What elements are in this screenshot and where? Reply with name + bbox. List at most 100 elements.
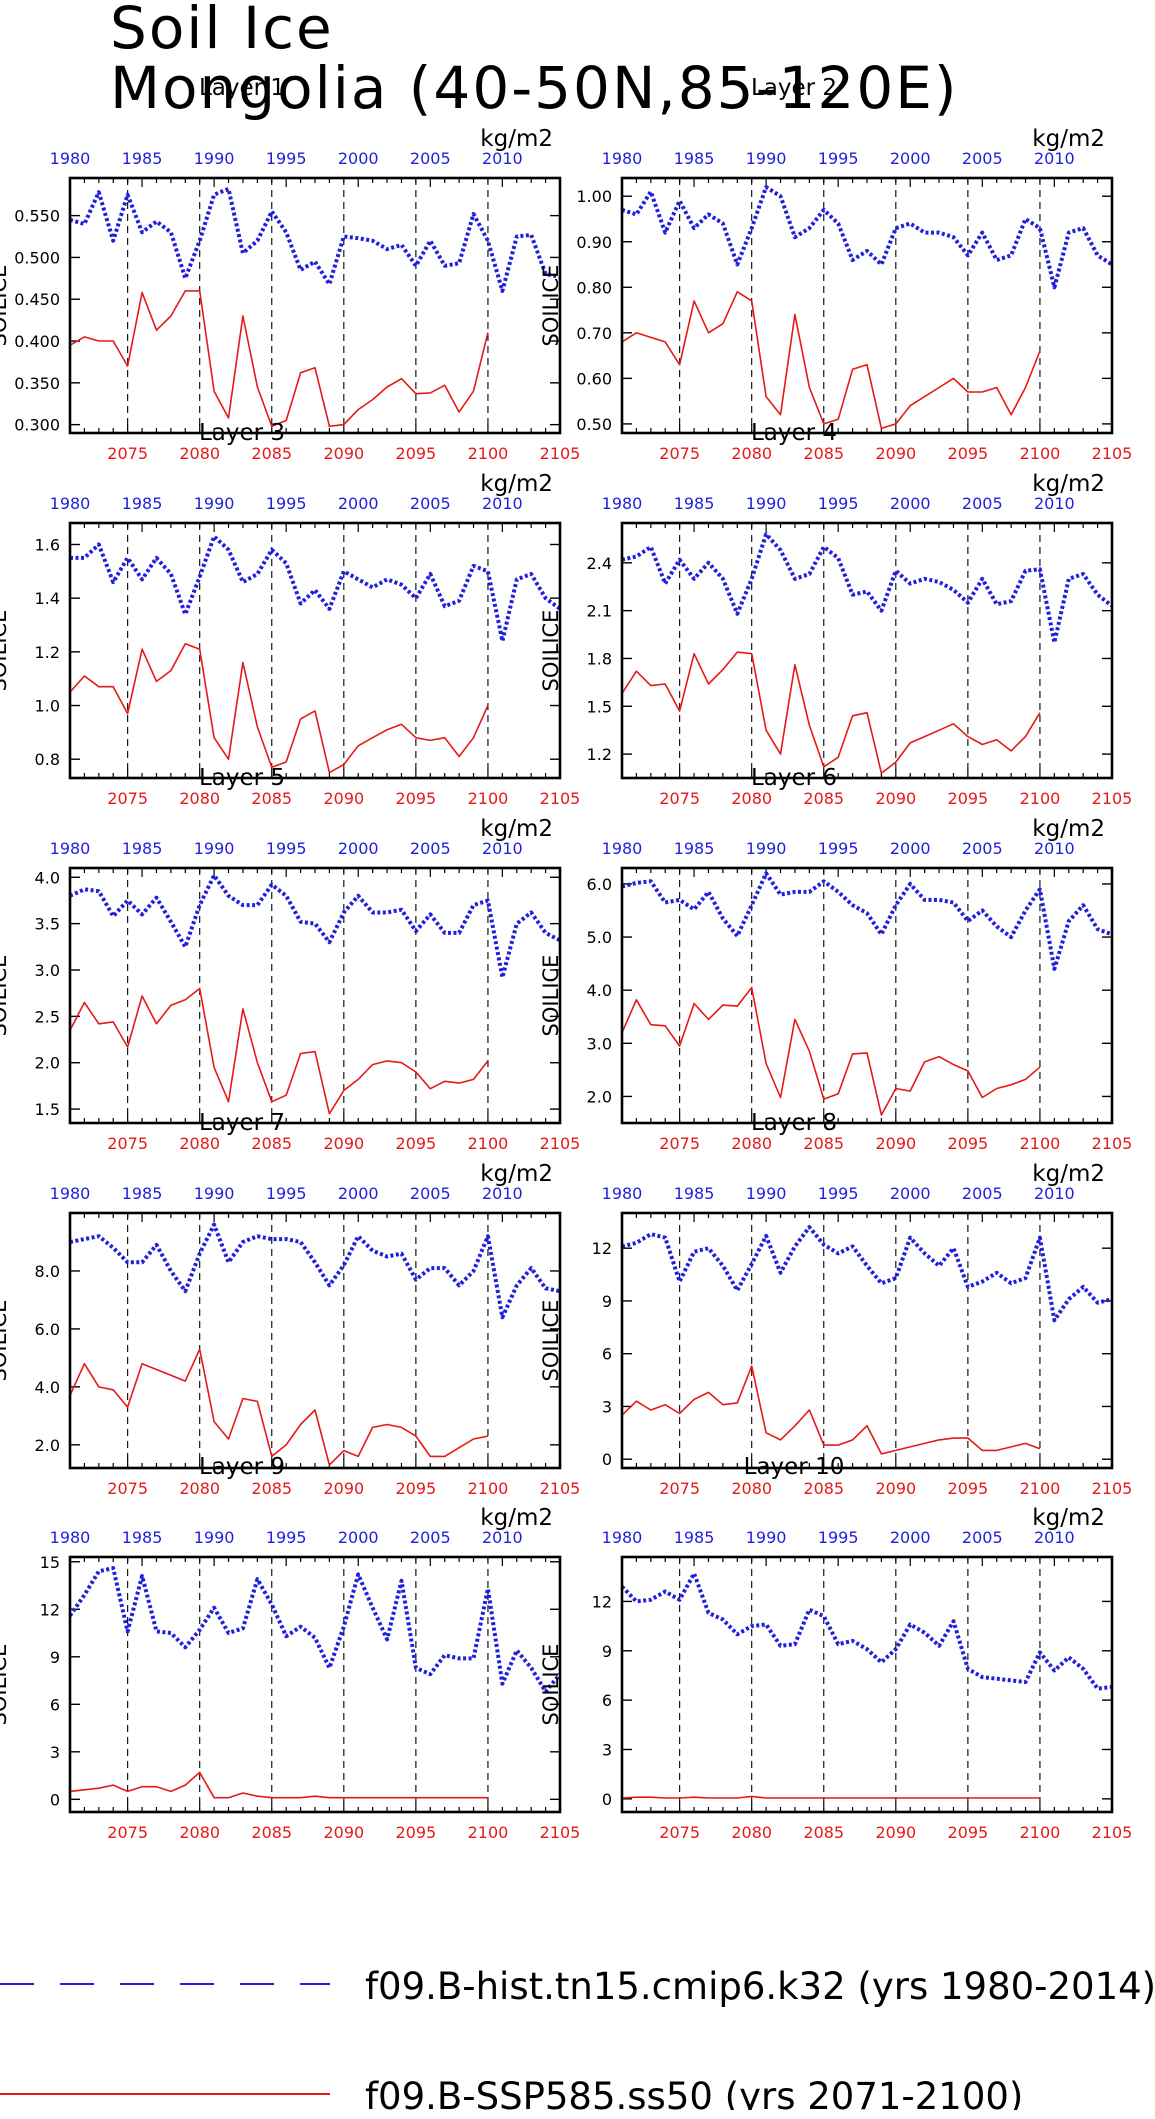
x-tick-label-bottom: 2100 (1020, 1479, 1061, 1498)
y-tick-label: 1.2 (587, 745, 612, 764)
y-tick-label: 12 (40, 1600, 60, 1619)
x-tick-label-bottom: 2080 (731, 1134, 772, 1153)
x-tick-label-top: 1980 (50, 839, 91, 858)
x-tick-label-top: 2010 (1034, 494, 1075, 513)
x-tick-label-bottom: 2085 (251, 444, 292, 463)
x-tick-label-top: 1995 (818, 149, 859, 168)
plot-frame (620, 176, 1114, 435)
y-tick-label: 1.0 (35, 697, 60, 716)
y-axis-label: SOILICE (539, 1300, 563, 1382)
y-tick-label: 0 (602, 1790, 612, 1809)
x-tick-label-top: 1985 (122, 494, 163, 513)
x-tick-label-top: 2000 (338, 1528, 379, 1547)
y-tick-label: 3.0 (35, 961, 60, 980)
plot-frame (620, 1555, 1114, 1814)
x-tick-label-bottom: 2100 (1020, 1134, 1061, 1153)
y-tick-label: 4.0 (35, 1378, 60, 1397)
panel-title: Layer 5 (199, 765, 285, 791)
x-tick-label-top: 1980 (50, 1528, 91, 1547)
y-tick-label: 6.0 (35, 1320, 60, 1339)
x-tick-label-bottom: 2080 (731, 1823, 772, 1842)
x-tick-label-top: 2000 (890, 494, 931, 513)
x-tick-label-top: 2000 (890, 1184, 931, 1203)
y-tick-label: 3 (602, 1397, 612, 1416)
x-tick-label-bottom: 2085 (251, 789, 292, 808)
series-future-line (621, 290, 1041, 430)
x-tick-label-top: 2010 (482, 1528, 523, 1547)
plot-frame (68, 1555, 562, 1814)
panel-title: Layer 10 (744, 1454, 845, 1480)
series-hist-line (621, 871, 1113, 971)
y-axis-label: SOILICE (539, 265, 563, 347)
chart-panel-7: Layer 7 kg/m2 SOILICE 2.0 4.0 6.0 8.0 2075 2080 2… (0, 1110, 580, 1498)
units-label: kg/m2 (1032, 126, 1105, 152)
x-tick-label-bottom: 2075 (659, 1823, 700, 1842)
x-tick-label-bottom: 2085 (251, 1479, 292, 1498)
x-tick-label-top: 1985 (674, 1528, 715, 1547)
x-tick-label-bottom: 2085 (803, 444, 844, 463)
y-tick-label: 1.8 (587, 649, 612, 668)
x-tick-label-top: 2010 (482, 839, 523, 858)
y-tick-label: 0.50 (576, 415, 612, 434)
x-tick-label-top: 2005 (410, 1184, 451, 1203)
x-tick-label-top: 1995 (266, 839, 307, 858)
x-tick-label-bottom: 2080 (179, 444, 220, 463)
x-tick-label-top: 2010 (1034, 149, 1075, 168)
x-tick-label-bottom: 2090 (323, 1479, 364, 1498)
series-hist-line (70, 534, 562, 644)
y-axis-label: SOILICE (539, 955, 563, 1037)
x-tick-label-top: 2010 (482, 149, 523, 168)
y-tick-label: 3 (602, 1740, 612, 1759)
x-tick-label-bottom: 2105 (1092, 444, 1133, 463)
x-tick-label-bottom: 2090 (323, 1134, 364, 1153)
x-tick-label-bottom: 2095 (948, 444, 989, 463)
y-tick-label: 9 (602, 1292, 612, 1311)
x-tick-label-bottom: 2075 (659, 1134, 700, 1153)
x-tick-label-top: 1995 (818, 1528, 859, 1547)
chart-panel-3: Layer 3 kg/m2 SOILICE 0.8 1.0 1.2 1.4 1.6 2075 20… (0, 420, 580, 808)
x-tick-label-top: 2000 (890, 839, 931, 858)
x-tick-label-bottom: 2105 (540, 1479, 581, 1498)
series-hist-line (69, 873, 561, 980)
y-axis-label: SOILICE (0, 1300, 11, 1382)
y-tick-label: 2.0 (35, 1436, 60, 1455)
x-tick-label-bottom: 2090 (875, 789, 916, 808)
chart-panel-4: Layer 4 kg/m2 SOILICE 1.2 1.5 1.8 2.1 2.4 2075 20… (539, 420, 1132, 808)
y-tick-label: 2.1 (587, 602, 612, 621)
series-hist-line (621, 1225, 1113, 1323)
x-tick-label-bottom: 2075 (659, 789, 700, 808)
y-axis-label: SOILICE (0, 1644, 11, 1726)
x-tick-label-top: 2005 (962, 839, 1003, 858)
y-tick-label: 0.450 (14, 290, 60, 309)
y-axis-label: SOILICE (0, 610, 11, 692)
plot-frame (68, 866, 562, 1125)
x-tick-label-top: 2005 (962, 149, 1003, 168)
panel-title: Layer 8 (751, 1110, 837, 1136)
x-tick-label-bottom: 2075 (659, 1479, 700, 1498)
x-tick-label-top: 1985 (122, 149, 163, 168)
x-tick-label-bottom: 2105 (540, 1134, 581, 1153)
y-tick-label: 1.5 (587, 697, 612, 716)
x-tick-label-bottom: 2105 (540, 444, 581, 463)
x-tick-label-bottom: 2100 (1020, 1823, 1061, 1842)
y-tick-label: 6 (50, 1695, 60, 1714)
series-future-line (69, 1771, 488, 1799)
y-tick-label: 6 (602, 1691, 612, 1710)
x-tick-label-bottom: 2080 (179, 1134, 220, 1153)
x-tick-label-top: 2005 (410, 1528, 451, 1547)
plot-frame (620, 521, 1114, 780)
x-tick-label-top: 2005 (410, 839, 451, 858)
panel-title: Layer 2 (751, 75, 837, 101)
y-axis-label: SOILICE (0, 955, 11, 1037)
x-tick-label-bottom: 2105 (1092, 1479, 1133, 1498)
y-tick-label: 15 (40, 1553, 60, 1572)
series-hist-line (621, 532, 1114, 645)
x-tick-label-top: 2010 (482, 494, 523, 513)
y-tick-label: 6 (602, 1345, 612, 1364)
x-tick-label-top: 2000 (338, 149, 379, 168)
x-tick-label-bottom: 2085 (803, 1823, 844, 1842)
x-tick-label-bottom: 2105 (1092, 1823, 1133, 1842)
x-tick-label-bottom: 2090 (323, 789, 364, 808)
x-tick-label-top: 1980 (602, 1184, 643, 1203)
